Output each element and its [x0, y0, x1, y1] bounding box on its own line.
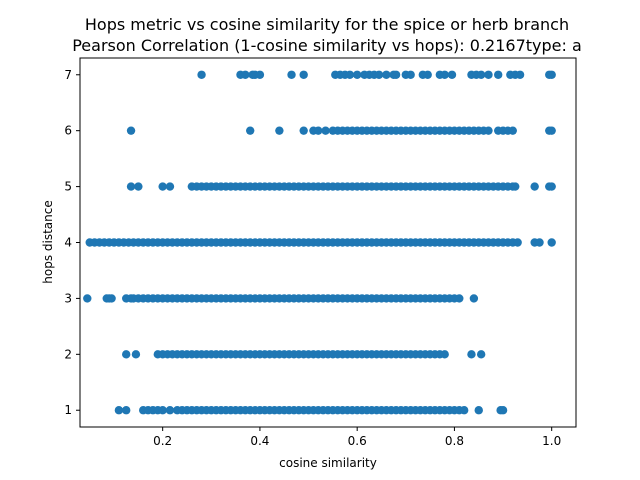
scatter-point: [275, 126, 284, 135]
scatter-point: [474, 406, 483, 415]
scatter-point: [122, 406, 131, 415]
x-tick-label: 0.2: [153, 434, 172, 448]
scatter-point: [467, 350, 476, 359]
scatter-point: [287, 70, 296, 79]
scatter-point: [530, 182, 539, 191]
scatter-point: [241, 70, 250, 79]
scatter-point: [255, 70, 265, 79]
scatter-point: [246, 126, 255, 135]
y-tick-label: 3: [64, 291, 72, 305]
scatter-point: [131, 350, 141, 359]
scatter-point: [498, 406, 508, 415]
chart-title-line-2: Pearson Correlation (1-cosine similarity…: [72, 36, 582, 55]
scatter-point: [494, 70, 503, 79]
scatter-point: [469, 294, 479, 303]
scatter-point: [299, 126, 308, 135]
y-axis-label: hops distance: [41, 200, 55, 283]
scatter-point: [134, 182, 143, 191]
x-axis-ticks: 0.2 0.4 0.6 0.8 1.0: [153, 427, 561, 448]
y-tick-label: 6: [64, 124, 72, 138]
y-tick-label: 7: [64, 68, 72, 82]
x-tick-label: 0.6: [348, 434, 367, 448]
scatter-point: [382, 70, 391, 79]
scatter-point: [535, 238, 544, 247]
scatter-point: [314, 126, 323, 135]
scatter-point: [455, 294, 464, 303]
x-tick-label: 1.0: [542, 434, 561, 448]
scatter-point: [459, 406, 469, 415]
scatter-point: [440, 70, 449, 79]
scatter-point: [440, 350, 449, 359]
scatter-point: [126, 126, 136, 135]
scatter-point: [511, 182, 520, 191]
scatter-point: [484, 70, 493, 79]
scatter-point: [165, 406, 175, 415]
scatter-point: [352, 70, 362, 79]
scatter-point: [158, 406, 167, 415]
scatter-point: [158, 182, 167, 191]
chart-title-line-1: Hops metric vs cosine similarity for the…: [85, 15, 569, 34]
scatter-point: [513, 238, 522, 247]
scatter-point: [374, 70, 384, 79]
y-tick-label: 5: [64, 180, 72, 194]
y-axis-ticks: 1 2 3 4 5 6 7: [64, 68, 80, 417]
scatter-point: [165, 182, 175, 191]
x-axis-label: cosine similarity: [279, 456, 377, 470]
scatter-point: [547, 182, 556, 191]
scatter-point: [515, 70, 525, 79]
scatter-point: [447, 70, 457, 79]
x-tick-label: 0.4: [250, 434, 269, 448]
scatter-point: [321, 126, 330, 135]
scatter-point: [423, 70, 432, 79]
y-tick-label: 2: [64, 347, 72, 361]
scatter-point: [484, 126, 493, 135]
scatter-point: [547, 126, 556, 135]
y-tick-label: 4: [64, 236, 72, 250]
scatter-point: [547, 70, 556, 79]
scatter-point: [345, 70, 355, 79]
scatter-point: [299, 70, 308, 79]
scatter-point: [406, 70, 415, 79]
scatter-point: [114, 406, 124, 415]
scatter-point: [126, 182, 136, 191]
scatter-point: [122, 350, 131, 359]
scatter-point: [508, 126, 517, 135]
scatter-point: [107, 294, 116, 303]
scatter-point: [476, 70, 486, 79]
scatter-point: [476, 350, 486, 359]
y-tick-label: 1: [64, 403, 72, 417]
scatter-point: [547, 238, 556, 247]
scatter-points: [83, 70, 556, 415]
scatter-point: [83, 294, 92, 303]
scatter-point: [197, 70, 206, 79]
x-tick-label: 0.8: [445, 434, 464, 448]
scatter-point: [391, 70, 401, 79]
